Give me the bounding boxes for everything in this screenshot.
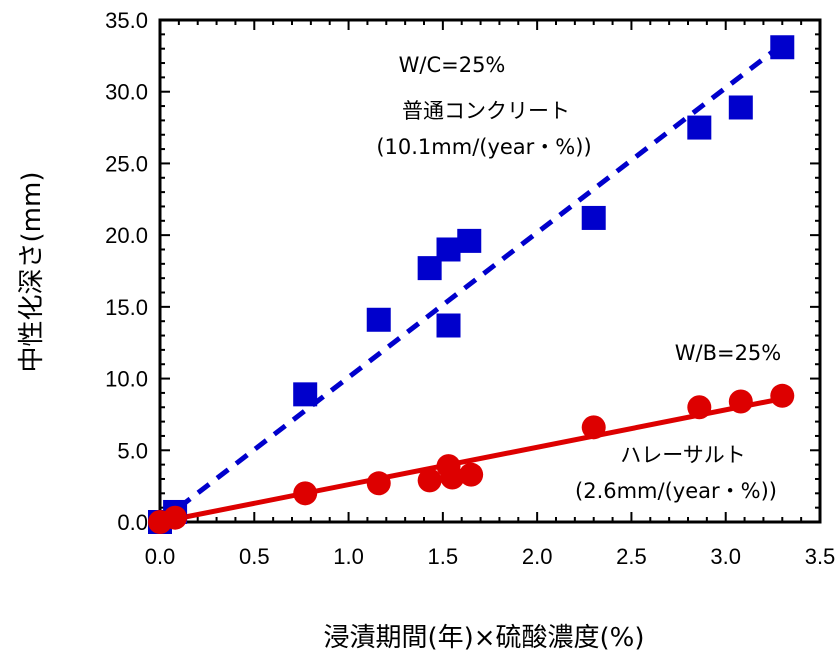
plot-frame [158,18,822,524]
square-point-series-1 [728,95,753,120]
y-axis-title: 中性化深さ(mm) [17,172,47,373]
x-tick-label: 3.0 [710,544,741,569]
circle-point-series-2 [293,481,318,506]
y-tick-label: 30.0 [105,80,148,105]
x-tick-label: 0.5 [239,544,270,569]
annotation-wb-ratio: W/B=25% [675,341,782,365]
y-tick-label: 0.0 [117,510,148,535]
annotation-normal-concrete-rate: (10.1mm/(year・%)) [376,135,591,159]
circle-point-series-2 [770,383,795,408]
circle-point-series-2 [728,389,753,414]
square-point-series-1 [436,313,461,338]
x-tick-label: 2.5 [616,544,647,569]
x-tick-label: 1.0 [333,544,364,569]
data-points [148,35,795,534]
annotation-wc-ratio: W/C=25% [399,53,506,77]
y-tick-label: 5.0 [117,438,148,463]
square-point-series-1 [293,382,318,407]
square-point-series-1 [581,205,606,230]
circle-point-series-2 [163,505,188,530]
circle-point-series-2 [687,395,712,420]
y-tick-label: 15.0 [105,295,148,320]
circle-point-series-2 [440,465,465,490]
x-tick-label: 3.5 [805,544,836,569]
fit-line-series-1 [158,42,784,524]
square-point-series-1 [436,237,461,262]
fit-lines [158,42,784,525]
x-tick-label: 1.5 [428,544,459,569]
x-tick-label: 0.0 [145,544,176,569]
annotation-halesalt: ハレーサルト [620,443,746,467]
x-tick-label: 2.0 [522,544,553,569]
square-point-series-1 [770,35,795,60]
y-tick-label: 20.0 [105,223,148,248]
circle-point-series-2 [581,415,606,440]
y-tick-label: 25.0 [105,151,148,176]
tick-labels: 0.0 0.5 1.0 1.5 2.0 2.5 3.0 3.5 0.0 5.0 10.0 15.0 20… [105,8,835,569]
annotation-normal-concrete: 普通コンクリート [402,99,570,123]
plot-area [148,18,822,534]
axis-ticks [159,19,821,523]
x-axis-title: 浸漬期間(年)×硫酸濃度(%) [323,623,644,653]
square-point-series-1 [457,228,482,253]
y-tick-label: 10.0 [105,367,148,392]
annotation-halesalt-rate: (2.6mm/(year・%)) [575,479,777,503]
square-point-series-1 [687,115,712,140]
fit-line-series-2 [159,396,783,525]
circle-point-series-2 [366,471,391,496]
circle-point-series-2 [459,462,484,487]
square-point-series-1 [366,307,391,332]
y-tick-label: 35.0 [105,8,148,33]
circle-point-series-2 [417,468,442,493]
